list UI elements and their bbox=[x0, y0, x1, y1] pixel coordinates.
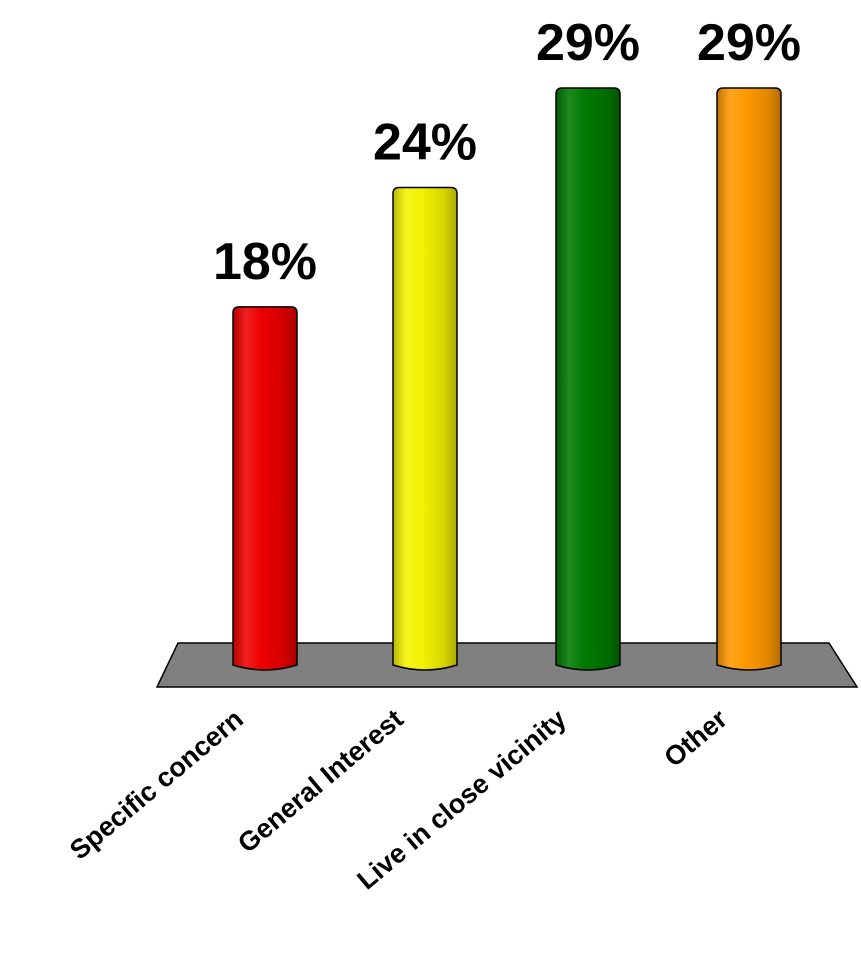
category-label: General Interest bbox=[232, 704, 409, 859]
value-label: 18% bbox=[213, 233, 317, 291]
category-label: Specific concern bbox=[64, 704, 249, 866]
bar-other bbox=[716, 87, 782, 671]
bar-general-interest bbox=[392, 186, 458, 671]
category-label: Other bbox=[658, 703, 733, 773]
bars-layer bbox=[232, 87, 782, 671]
value-label: 29% bbox=[536, 14, 640, 72]
value-label: 29% bbox=[697, 14, 801, 72]
bar-live-in-close-vicinity bbox=[555, 87, 621, 671]
bar-specific-concern bbox=[232, 306, 298, 671]
value-labels-layer: 18% 24% 29% 29% bbox=[213, 14, 801, 291]
value-label: 24% bbox=[373, 113, 477, 171]
